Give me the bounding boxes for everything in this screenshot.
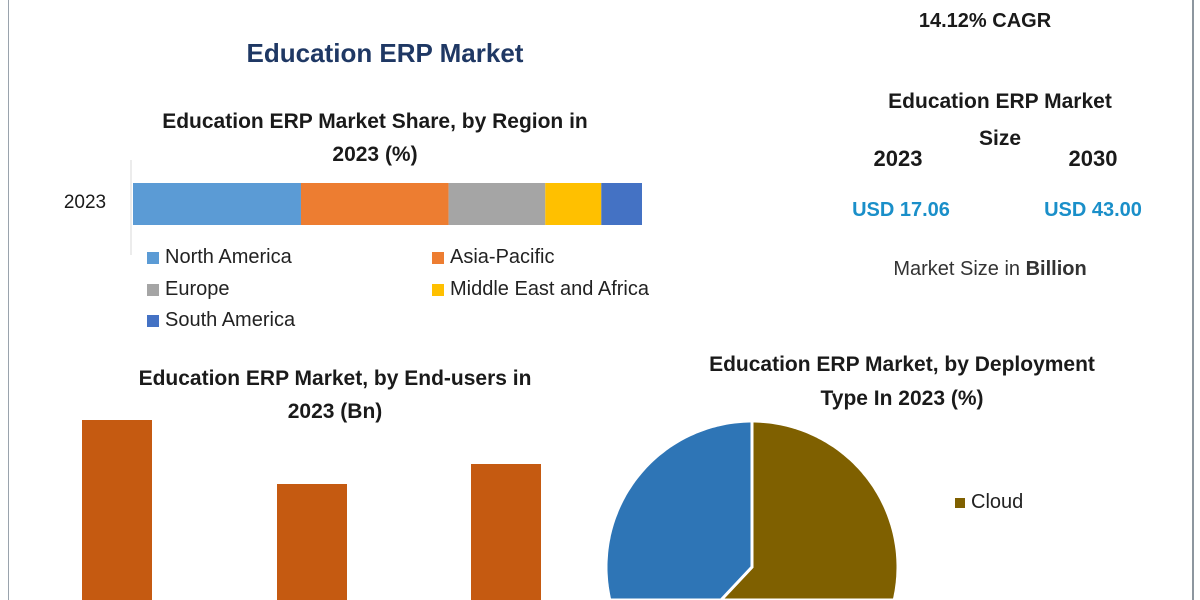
value-2030: USD 43.00 <box>1044 199 1142 221</box>
region-bar-segment <box>133 183 301 225</box>
region-chart-title: Education ERP Market Share, by Region in <box>162 110 588 133</box>
legend-label: North America <box>165 246 292 268</box>
region-bar-segment <box>300 183 449 225</box>
cagr-label: 14.12% CAGR <box>918 10 1052 32</box>
region-legend-item: Middle East and Africa <box>432 278 649 301</box>
region-legend-item: South America <box>147 309 295 332</box>
region-legend-item: North America <box>147 246 292 269</box>
legend-label: Asia-Pacific <box>450 246 555 268</box>
region-bar-segment <box>448 183 546 225</box>
legend-label: Cloud <box>971 491 1024 513</box>
legend-swatch <box>147 314 159 327</box>
region-chart-title-2: 2023 (%) <box>332 143 418 166</box>
legend-swatch <box>432 251 444 264</box>
pie-slice <box>718 419 900 600</box>
market-size-title-2: Size <box>978 127 1022 150</box>
legend-swatch <box>147 251 159 264</box>
enduser-chart-title-2: 2023 (Bn) <box>287 400 383 423</box>
legend-swatch <box>432 283 444 296</box>
enduser-bar <box>82 420 152 600</box>
deployment-chart-title-2: Type In 2023 (%) <box>820 387 984 410</box>
year-2023: 2023 <box>873 146 923 171</box>
region-legend-item: Europe <box>147 278 230 301</box>
legend-label: Middle East and Africa <box>450 278 649 300</box>
market-size-title: Education ERP Market <box>888 90 1112 113</box>
pie-slice <box>604 419 754 600</box>
region-bar-segment <box>601 183 642 225</box>
legend-label: Europe <box>165 278 230 300</box>
deployment-chart-title: Education ERP Market, by Deployment <box>709 353 1095 376</box>
region-legend-item: Asia-Pacific <box>432 246 554 269</box>
page-title: Education ERP Market <box>246 38 524 68</box>
frame-left-border <box>8 0 9 600</box>
market-size-note: Market Size in Billion <box>840 258 1140 281</box>
region-bar-segment <box>545 183 602 225</box>
enduser-bar <box>471 464 541 600</box>
pie-legend-cloud: Cloud <box>955 491 1023 514</box>
legend-swatch <box>955 497 965 508</box>
region-category-label: 2023 <box>63 192 107 213</box>
legend-swatch <box>147 283 159 296</box>
frame-right-border <box>1192 0 1194 600</box>
enduser-chart-title: Education ERP Market, by End-users in <box>138 367 532 390</box>
note-unit: Billion <box>1025 258 1087 280</box>
legend-label: South America <box>165 309 296 331</box>
value-2023: USD 17.06 <box>852 199 950 221</box>
note-prefix: Market Size in <box>893 258 1026 280</box>
enduser-bar <box>277 484 347 600</box>
year-2030: 2030 <box>1068 146 1118 171</box>
